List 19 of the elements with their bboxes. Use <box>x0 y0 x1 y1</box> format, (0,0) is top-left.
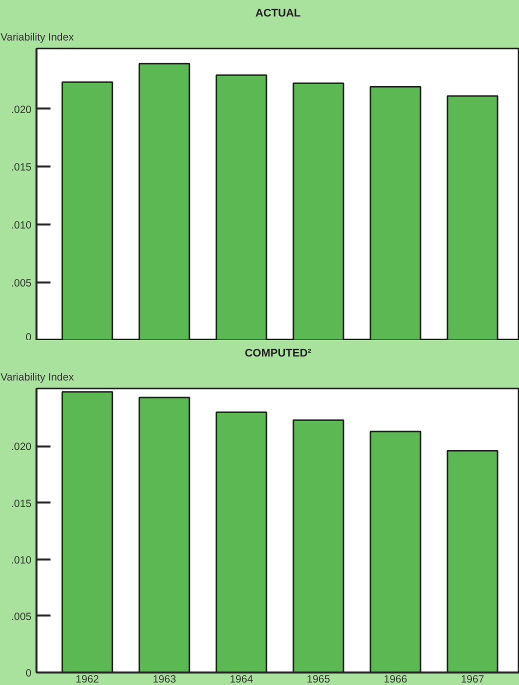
x-tick-label: 1963 <box>152 674 176 685</box>
y-tick-label: .015 <box>11 498 32 510</box>
y-axis-title: Variability Index <box>0 32 75 44</box>
y-tick-label: .010 <box>11 554 32 566</box>
chart-title: ACTUAL <box>255 8 301 20</box>
y-tick-label: .020 <box>11 441 32 454</box>
x-tick-label: 1965 <box>306 674 330 685</box>
y-tick-label: .005 <box>11 610 32 623</box>
y-tick-label: .015 <box>11 162 32 174</box>
x-tick-label: 1962 <box>76 674 100 685</box>
y-tick-label: .005 <box>11 278 32 290</box>
y-tick-label: .020 <box>11 104 32 116</box>
x-tick-label: 1967 <box>460 674 484 685</box>
x-tick-label: 1966 <box>384 674 408 685</box>
x-tick-label: 1964 <box>230 674 254 685</box>
chart-title: COMPUTED² <box>244 348 312 360</box>
y-tick-label: .010 <box>11 220 32 232</box>
y-axis-title: Variability Index <box>0 372 75 384</box>
y-tick-label: 0 <box>26 668 32 680</box>
